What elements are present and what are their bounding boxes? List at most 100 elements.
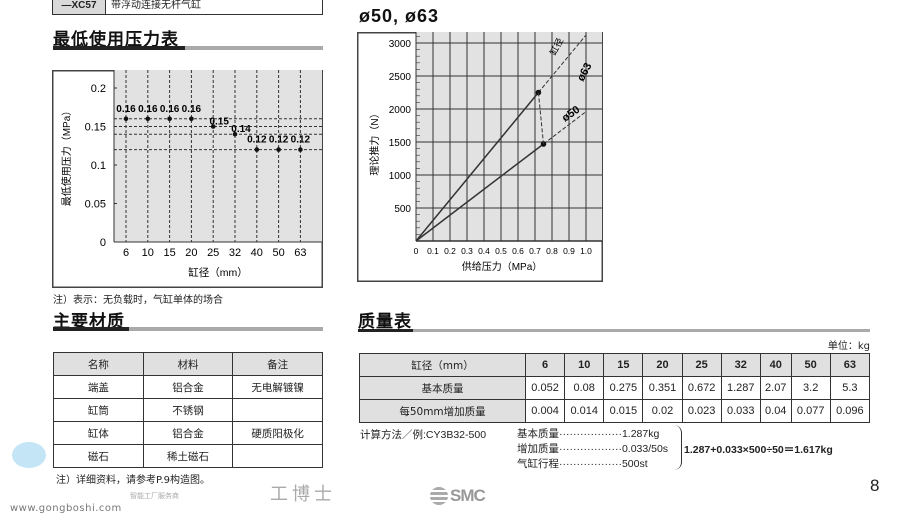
cell: 稀土磁石 <box>142 444 234 468</box>
mass-cell: 0.02 <box>642 399 683 423</box>
y-tick-label: 0 <box>100 237 106 249</box>
cell <box>232 398 323 422</box>
materials-table: 名称 材料 备注 端盖 铝合金 无电解镀镍 缸筒 不锈钢 缸体 铝合金 硬质阳极化 磁石稀… <box>53 352 323 468</box>
min-pressure-heading: 最低使用压力表 <box>53 30 179 50</box>
cell: 端盖 <box>53 375 144 399</box>
data-point <box>276 147 281 152</box>
y-tick-label: 2500 <box>389 72 412 83</box>
bore-header: 6 <box>524 353 566 377</box>
table-header-row: 名称 材料 备注 <box>53 352 323 376</box>
y-axis-label: 最低使用压力（MPa） <box>60 106 73 207</box>
cell: 铝合金 <box>142 421 234 445</box>
cell: 不锈钢 <box>142 398 234 422</box>
materials-note: 注）详细资料，请参考P.9构造图。 <box>56 475 211 486</box>
x-tick-label: 6 <box>123 247 129 259</box>
cell: 缸筒 <box>53 398 144 422</box>
y-tick-label: 0.1 <box>91 160 106 172</box>
data-point <box>254 147 260 152</box>
smc-logo: SMC <box>430 486 486 506</box>
calc-title: 计算方法／例:CY3B32-500 <box>360 429 487 441</box>
min-pressure-note: 注）表示：无负载时，气缸单体的场合 <box>53 295 223 306</box>
data-label: 0.12 <box>291 135 311 146</box>
bore-header: 50 <box>790 353 831 377</box>
data-point <box>210 124 216 129</box>
data-point <box>167 116 172 122</box>
row-header: 缸径（mm） <box>359 353 526 377</box>
mass-cell: 0.672 <box>681 376 722 400</box>
mass-cell: 0.023 <box>681 399 722 423</box>
data-point <box>123 116 129 122</box>
x-tick-label: 40 <box>251 247 263 259</box>
bore-header: 15 <box>603 353 644 377</box>
mass-cell: 0.052 <box>524 376 566 400</box>
data-label: 0.16 <box>160 104 180 115</box>
mascot-icon <box>12 442 46 468</box>
x-tick-label: 1.0 <box>580 246 592 256</box>
cell: 硬质阳极化 <box>232 421 323 445</box>
x-tick-label: 0.3 <box>461 246 473 256</box>
mass-unit: 单位：kg <box>827 341 870 352</box>
x-tick-label: 0.5 <box>495 246 507 256</box>
data-label: 0.12 <box>269 135 289 146</box>
series-code: —XC57 <box>53 0 106 14</box>
series-extension <box>538 34 587 93</box>
brace <box>674 425 682 470</box>
smc-wordmark: SMC <box>450 486 486 505</box>
series-line <box>415 143 544 242</box>
mass-cell: 0.04 <box>759 399 792 423</box>
x-tick-label: 50 <box>272 247 284 259</box>
calc-line: 基本质量··················1.287kg <box>517 428 660 440</box>
bore-header: 63 <box>829 353 871 377</box>
x-tick-label: 63 <box>294 247 306 259</box>
data-point <box>298 147 303 152</box>
mass-cell: 1.287 <box>720 376 761 400</box>
table-row: 缸筒 不锈钢 <box>53 398 323 422</box>
thrust-chart: 500 1000 1500 2000 2500 3000 0 0.1 0.2 0.3 0.4 0.5 0… <box>357 32 603 282</box>
plot-area <box>114 70 322 242</box>
table-row: 基本质量 0.052 0.08 0.275 0.351 0.672 1.287 2.07 3.2… <box>359 376 871 400</box>
mass-cell: 2.07 <box>759 376 792 400</box>
y-tick-label: 500 <box>394 204 411 215</box>
data-point <box>232 131 238 137</box>
calc-result: 1.287+0.033×500÷50＝1.617kg <box>684 444 833 456</box>
row-header: 基本质量 <box>359 376 526 400</box>
watermark-brand: 工博士 <box>270 484 336 505</box>
x-tick-label: 0.6 <box>512 246 524 256</box>
y-axis-label: 理论推力（N） <box>368 108 381 175</box>
cell <box>232 444 323 468</box>
calc-lines: 基本质量··················1.287kg 增加质量······… <box>517 427 668 472</box>
bore-header: 32 <box>720 353 761 377</box>
x-tick-label: 20 <box>185 247 197 259</box>
series-description: 带浮动连接无杆气缸 <box>111 0 201 11</box>
mass-table: 缸径（mm） 6 10 15 20 25 32 40 50 63 基本质量 0.052 0.08 0.2… <box>359 353 871 423</box>
x-tick-label: 0.4 <box>478 246 490 256</box>
mass-cell: 0.004 <box>524 399 566 423</box>
heading-underline <box>53 327 323 331</box>
series-code-box: —XC57 带浮动连接无杆气缸 <box>52 0 323 15</box>
data-label: 0.16 <box>138 104 158 115</box>
smc-emblem-icon <box>430 487 448 505</box>
cell: 磁石 <box>53 444 144 468</box>
table-row: 缸体 铝合金 硬质阳极化 <box>53 421 323 445</box>
series-extension <box>543 111 587 145</box>
min-pressure-chart: 00.050.10.150.26 10 15 20 25 32 40 50 630.16 0.16… <box>52 70 323 288</box>
x-tick-label: 0 <box>414 246 419 256</box>
y-tick-label: 0.05 <box>85 199 106 211</box>
table-header-row: 缸径（mm） 6 10 15 20 25 32 40 50 63 <box>359 353 871 377</box>
heading-underline <box>53 46 323 50</box>
mass-cell: 0.077 <box>790 399 831 423</box>
table-row: 每50mm增加质量 0.004 0.014 0.015 0.02 0.023 0.033 0.… <box>359 399 871 423</box>
bore-header: 40 <box>759 353 792 377</box>
mass-cell: 0.096 <box>829 399 871 423</box>
y-tick-label: 1500 <box>389 138 412 149</box>
data-label: 0.16 <box>182 104 202 115</box>
mass-cell: 0.351 <box>642 376 683 400</box>
connector-line <box>537 92 544 145</box>
bore-header: 20 <box>642 353 683 377</box>
y-tick-label: 2000 <box>389 105 412 116</box>
table-row: 端盖 铝合金 无电解镀镍 <box>53 375 323 399</box>
heading-underline <box>358 329 870 332</box>
x-axis-label: 供给压力（MPa） <box>462 260 543 273</box>
x-tick-label: 10 <box>142 247 154 259</box>
x-tick-label: 15 <box>163 247 175 259</box>
